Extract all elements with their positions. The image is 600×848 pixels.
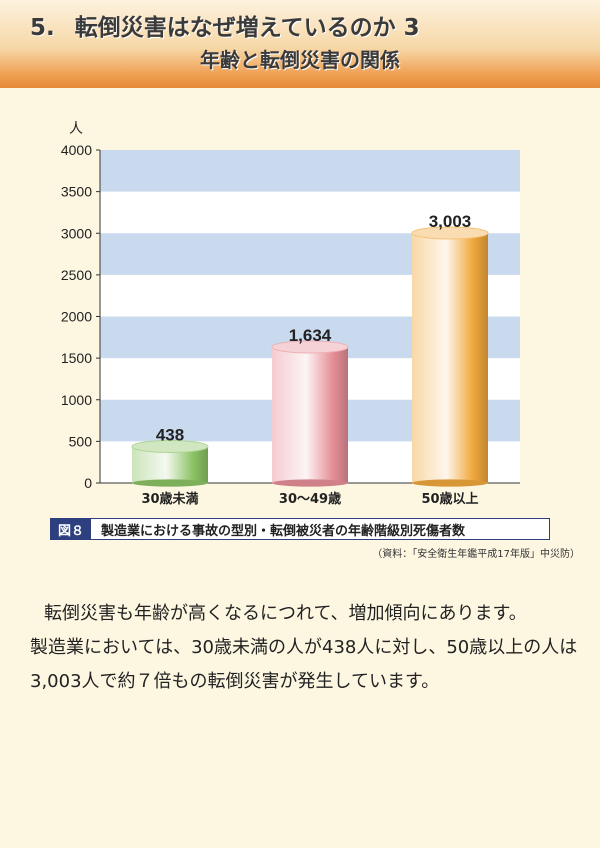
figure-caption: 図８ 製造業における事故の型別・転倒被災者の年齢階級別死傷者数 <box>50 518 550 540</box>
y-tick-label: 1500 <box>61 350 92 366</box>
bar-chart: 0 500 1000 1500 2000 2500 3000 3500 4000 人 438 30歳未… <box>61 121 520 507</box>
y-tick-label: 4000 <box>61 142 92 158</box>
data-label: 3,003 <box>429 212 472 231</box>
section-number: 5. <box>30 15 55 41</box>
y-tick-label: 500 <box>69 433 93 449</box>
figure-number: 図８ <box>51 519 91 539</box>
source-note: （資料：「安全衛生年鑑平成17年版」中災防） <box>372 549 580 560</box>
figure-caption-text: 製造業における事故の型別・転倒被災者の年齢階級別死傷者数 <box>101 523 466 539</box>
category-label: 30～49歳 <box>279 491 341 507</box>
data-label: 438 <box>156 426 184 445</box>
category-label: 30歳未満 <box>141 491 198 507</box>
title-text: 転倒災害はなぜ増えているのか 3 <box>74 15 420 41</box>
paragraph-1: 転倒災害も年齢が高くなるにつれて、増加傾向にあります。 <box>44 603 527 624</box>
page-subtitle: 年齢と転倒災害の関係 <box>200 48 400 72</box>
grid-band <box>100 150 520 192</box>
bar-base <box>272 479 348 487</box>
data-label: 1,634 <box>289 326 332 345</box>
category-label: 50歳以上 <box>421 491 478 507</box>
paragraph-2: 製造業においては、30歳未満の人が438人に対し、50歳以上の人は3,003人で… <box>30 637 578 692</box>
page-title: 5. 転倒災害はなぜ増えているのか 3 <box>30 8 590 41</box>
bar-top <box>131 440 209 454</box>
y-axis-unit: 人 <box>69 121 83 137</box>
y-tick-label: 2000 <box>61 309 92 325</box>
bar-base <box>132 479 208 487</box>
body-text: 転倒災害も年齢が高くなるにつれて、増加傾向にあります。 製造業においては、30歳… <box>30 597 578 699</box>
y-tick-label: 0 <box>84 475 92 491</box>
bar <box>272 346 348 483</box>
header-banner: 5. 転倒災害はなぜ増えているのか 3 年齢と転倒災害の関係 <box>0 0 600 88</box>
y-tick-label: 2500 <box>61 267 92 283</box>
bar-top <box>411 226 489 240</box>
bar <box>412 233 488 483</box>
y-tick-label: 1000 <box>61 392 92 408</box>
bar-top <box>271 340 349 354</box>
bar-base <box>412 479 488 487</box>
y-tick-label: 3000 <box>61 225 92 241</box>
y-tick-label: 3500 <box>61 184 92 200</box>
